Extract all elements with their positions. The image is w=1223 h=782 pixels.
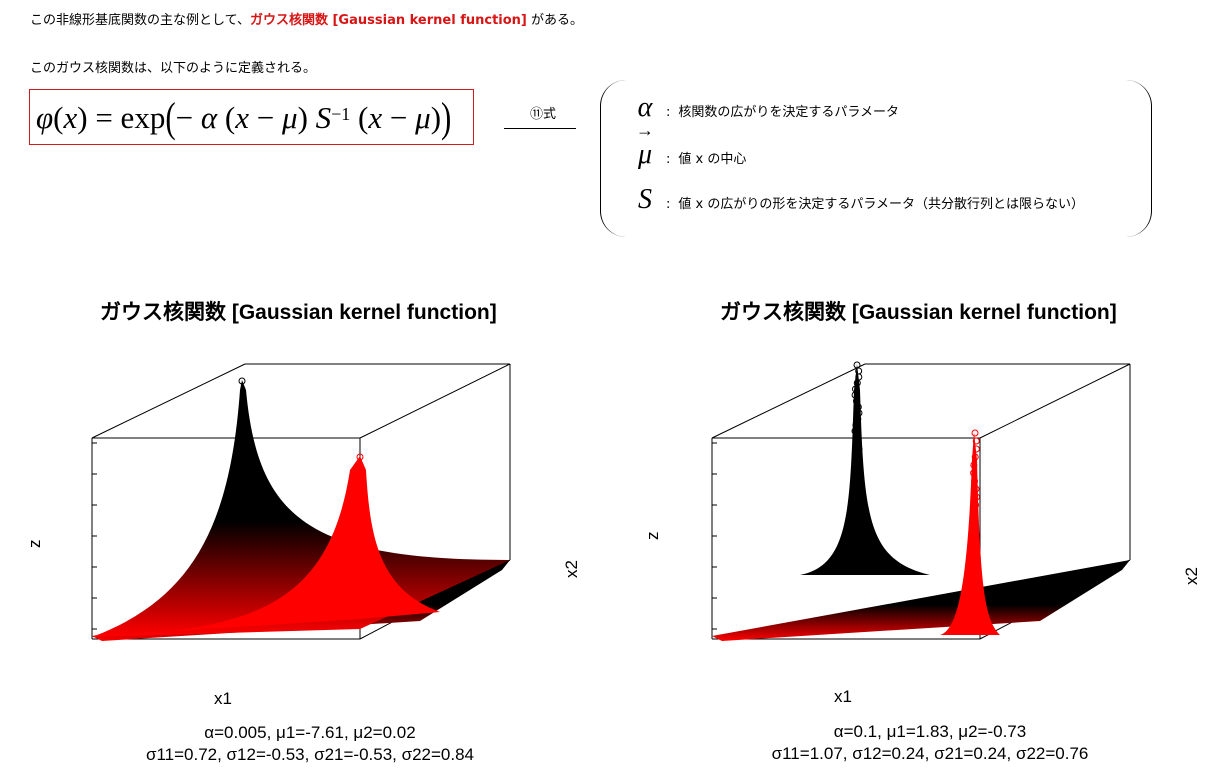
param-mu-symbol: μ xyxy=(628,139,662,171)
chart1-title: ガウス核関数 [Gaussian kernel function] xyxy=(100,301,497,324)
chart2-title: ガウス核関数 [Gaussian kernel function] xyxy=(720,301,1117,324)
chart1-caption: α=0.005, μ1=-7.61, μ2=0.02 σ11=0.72, σ12… xyxy=(125,722,495,766)
chart2-caption-line2: σ11=1.07, σ12=0.24, σ21=0.24, σ22=0.76 xyxy=(771,744,1089,763)
spike-marker-red xyxy=(971,429,979,437)
spike-marker-red xyxy=(972,597,980,605)
chart1-caption-line1: α=0.005, μ1=-7.61, μ2=0.02 xyxy=(204,723,416,742)
spike-marker-red xyxy=(970,525,978,533)
equation-label-underline xyxy=(504,128,576,129)
spike-marker-red xyxy=(972,541,980,549)
spike-marker-red xyxy=(972,533,980,541)
box-edge xyxy=(979,363,1131,439)
chart1-zlabel: z xyxy=(25,539,44,549)
chart1-plot xyxy=(91,363,511,641)
param-s-desc: 値 x の広がりの形を決定するパラメータ（共分散行列とは限らない） xyxy=(678,197,1084,212)
spike-marker-red xyxy=(970,573,978,581)
spike-marker-red xyxy=(972,501,980,509)
intro-suffix: がある。 xyxy=(526,13,584,28)
gaussian-kernel-formula: φ(x) = exp(− α (x − μ) S−1 (x − μ)) xyxy=(29,89,474,145)
box-edge xyxy=(91,363,246,439)
spike-marker-red xyxy=(972,485,980,493)
chart2-plot xyxy=(711,361,1131,641)
spike-marker-red xyxy=(972,493,980,501)
parameter-bracket xyxy=(600,80,1152,237)
peak-marker-dark xyxy=(238,377,246,385)
surface-peak-dark xyxy=(92,380,510,637)
spike-marker-red xyxy=(970,509,978,517)
surface-spike-dark xyxy=(800,364,930,575)
param-alpha-symbol: α xyxy=(637,92,653,123)
spike-marker-dark xyxy=(854,529,862,537)
spike-marker-red xyxy=(971,453,979,461)
spike-marker-red xyxy=(971,477,979,485)
surface-floor xyxy=(712,560,1130,641)
spike-marker-red xyxy=(971,581,979,589)
spike-marker-red xyxy=(970,461,978,469)
param-alpha: α: 核関数の広がりを決定するパラメータ xyxy=(628,92,899,124)
spike-marker-red xyxy=(972,589,980,597)
spike-marker-dark xyxy=(854,415,862,423)
spike-marker-dark xyxy=(852,433,860,441)
chart1-caption-line2: σ11=0.72, σ12=-0.53, σ21=-0.53, σ22=0.84 xyxy=(145,745,475,764)
chart1-xlabel: x1 xyxy=(214,689,232,708)
spike-marker-red xyxy=(970,565,978,573)
box-edge xyxy=(711,363,866,439)
chart2-caption-line1: α=0.1, μ1=1.83, μ2=-0.73 xyxy=(833,722,1027,741)
spike-marker-dark xyxy=(852,535,860,543)
chart1-ylabel: x2 xyxy=(562,560,581,578)
intro-text: この非線形基底関数の主な例として、ガウス核関数 [Gaussian kernel… xyxy=(30,9,583,28)
spike-marker-red xyxy=(972,549,980,557)
param-s: S:値 x の広がりの形を決定するパラメータ（共分散行列とは限らない） xyxy=(628,184,1084,216)
spike-marker-red xyxy=(971,557,979,565)
spike-marker-red xyxy=(970,517,977,525)
spike-marker-red xyxy=(970,469,978,477)
param-alpha-desc: 核関数の広がりを決定するパラメータ xyxy=(678,105,900,120)
param-mu: μ:値 x の中心 xyxy=(628,139,746,171)
intro-prefix: この非線形基底関数の主な例として、 xyxy=(30,13,250,28)
definition-line: このガウス核関数は、以下のように定義される。 xyxy=(30,61,317,76)
chart2-ylabel: x2 xyxy=(1182,567,1201,585)
surface-peak-red xyxy=(102,456,440,636)
spike-marker-dark xyxy=(854,451,862,459)
surface-spike-red xyxy=(940,432,1000,635)
spike-marker-dark xyxy=(852,397,860,405)
chart2-zlabel: z xyxy=(643,531,662,541)
chart2-xlabel: x1 xyxy=(834,687,852,706)
spike-marker-red xyxy=(972,445,980,453)
peak-marker-red xyxy=(356,453,364,461)
param-s-symbol: S xyxy=(638,184,652,215)
equation-label: ⑪式 xyxy=(530,107,557,122)
spike-marker-red xyxy=(972,437,980,445)
param-mu-desc: 値 x の中心 xyxy=(678,152,747,167)
box-edge xyxy=(359,363,511,439)
chart2-caption: α=0.1, μ1=1.83, μ2=-0.73 σ11=1.07, σ12=0… xyxy=(745,721,1115,765)
intro-highlight: ガウス核関数 [Gaussian kernel function] xyxy=(249,13,527,28)
